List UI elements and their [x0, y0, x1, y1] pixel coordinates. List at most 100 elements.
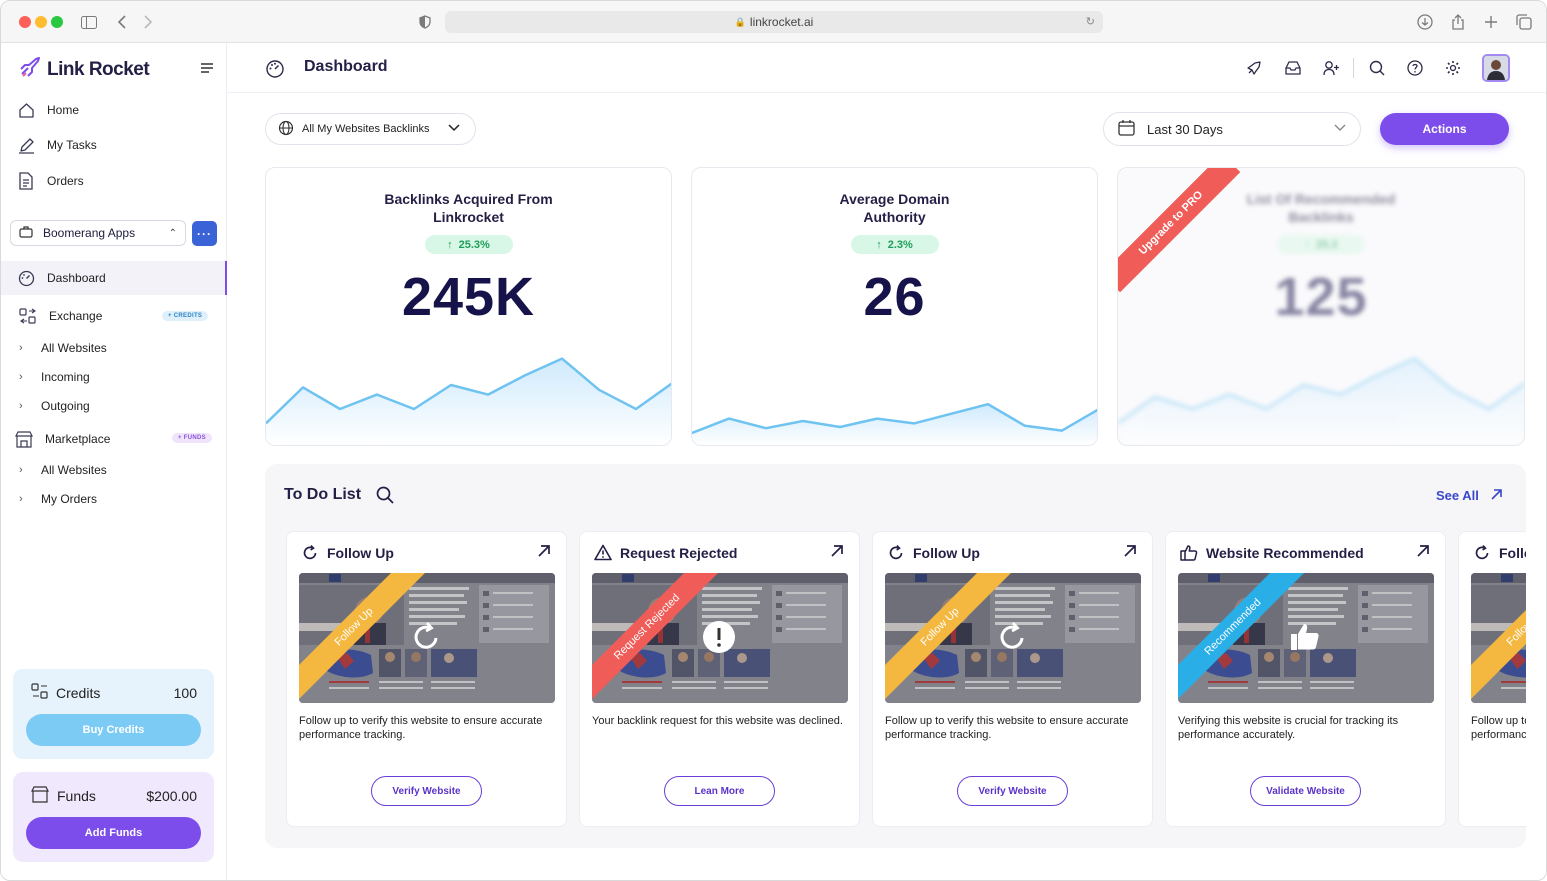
stat-title-line2: Authority	[863, 209, 926, 225]
todo-card[interactable]: Request Rejected	[579, 531, 860, 827]
trend-badge: ↑ 2.3%	[850, 235, 939, 254]
sparkline-area	[692, 404, 1097, 445]
maximize-window-button[interactable]	[51, 16, 63, 28]
refresh-icon	[301, 544, 319, 562]
brand-logo[interactable]: Link Rocket	[19, 57, 150, 83]
help-icon[interactable]	[1406, 59, 1424, 77]
chevron-right-icon: ›	[19, 493, 23, 505]
todo-card[interactable]: Follow Up	[1458, 531, 1526, 827]
new-tab-icon[interactable]	[1482, 13, 1500, 31]
address-bar[interactable]: 🔒 linkrocket.ai ↻	[445, 11, 1103, 33]
gauge-icon	[265, 59, 285, 79]
website-thumbnail[interactable]: Recommended	[1178, 573, 1434, 703]
date-range-picker[interactable]: Last 30 Days	[1103, 112, 1361, 146]
shield-icon[interactable]	[416, 13, 434, 31]
website-thumbnail[interactable]: Follow Up	[1471, 573, 1526, 703]
add-funds-button[interactable]: Add Funds	[26, 817, 201, 849]
gauge-icon	[17, 269, 35, 287]
chevron-down-icon	[1334, 123, 1346, 135]
credits-label: Credits	[56, 684, 101, 701]
sidebar-toggle-icon[interactable]	[80, 13, 98, 31]
workspace-select[interactable]: Boomerang Apps ⌃	[10, 220, 186, 246]
buy-credits-button[interactable]: Buy Credits	[26, 714, 201, 746]
search-icon[interactable]	[376, 486, 394, 504]
marketplace-all-websites[interactable]: › All Websites	[19, 463, 107, 477]
close-window-button[interactable]	[19, 16, 31, 28]
nav-exchange[interactable]: Exchange	[19, 307, 102, 325]
reload-icon[interactable]: ↻	[1085, 16, 1095, 28]
todo-card-title: Website Recommended	[1206, 544, 1364, 561]
refresh-icon	[887, 544, 905, 562]
external-arrow-icon[interactable]	[1417, 544, 1431, 558]
lock-icon: 🔒	[734, 16, 746, 27]
stat-card-domain-authority[interactable]: Average Domain Authority ↑ 2.3% 26	[691, 167, 1098, 446]
nav-orders[interactable]: Orders	[17, 172, 84, 190]
brand-name: Link Rocket	[47, 59, 150, 80]
todo-card-action-button[interactable]: Validate Website	[1250, 776, 1361, 806]
rocket-notification-icon[interactable]	[1245, 59, 1263, 77]
nav-my-tasks[interactable]: My Tasks	[17, 136, 97, 154]
globe-icon	[278, 120, 294, 139]
todo-card-action-button[interactable]: Verify Website	[371, 776, 482, 806]
todo-card-title: Follow Up	[327, 545, 394, 561]
rocket-logo-icon	[19, 57, 41, 83]
todo-card-header: Website Recommended	[1180, 544, 1364, 561]
exchange-incoming[interactable]: › Incoming	[19, 370, 90, 384]
stat-card-backlinks[interactable]: Backlinks Acquired From Linkrocket ↑ 25.3%…	[265, 167, 672, 446]
todo-card-header: Request Rejected	[594, 544, 737, 561]
nav-dashboard[interactable]: Dashboard	[1, 261, 227, 295]
arrow-up-icon: ↑	[1304, 238, 1311, 251]
download-icon[interactable]	[1416, 13, 1434, 31]
marketplace-my-orders-label: My Orders	[41, 492, 98, 506]
funds-value: $200.00	[146, 788, 197, 804]
funds-label: Funds	[57, 788, 96, 804]
document-list-icon	[17, 172, 35, 190]
website-thumbnail[interactable]: Request Rejected	[592, 573, 848, 703]
sparkline-area	[266, 358, 671, 445]
nav-home[interactable]: Home	[17, 101, 79, 119]
share-icon[interactable]	[1449, 13, 1467, 31]
marketplace-my-orders[interactable]: › My Orders	[19, 492, 97, 506]
stat-title-line2: Backlinks	[1288, 209, 1354, 225]
see-all-link[interactable]: See All	[1436, 488, 1502, 503]
exchange-outgoing[interactable]: › Outgoing	[19, 399, 90, 413]
nav-marketplace[interactable]: Marketplace	[15, 430, 110, 448]
external-arrow-icon[interactable]	[831, 544, 845, 558]
back-icon[interactable]	[113, 13, 131, 31]
todo-card-action-button[interactable]: Lean More	[664, 776, 775, 806]
settings-gear-icon[interactable]	[1444, 59, 1462, 77]
top-bar: Dashboard	[227, 43, 1546, 93]
todo-card[interactable]: Follow Up	[286, 531, 567, 827]
todo-card-description: Follow up to verify this website to ensu…	[1471, 715, 1526, 741]
add-user-icon[interactable]	[1322, 59, 1340, 77]
forward-icon[interactable]	[139, 13, 157, 31]
toolbar-divider	[1353, 58, 1354, 78]
search-icon[interactable]	[1368, 59, 1386, 77]
briefcase-icon	[19, 225, 33, 241]
tabs-overview-icon[interactable]	[1515, 13, 1533, 31]
todo-card[interactable]: Follow Up	[872, 531, 1153, 827]
stat-card-recommended-locked[interactable]: List Of Recommended Backlinks ↑ 25.3 125 U…	[1117, 167, 1525, 446]
date-range-label: Last 30 Days	[1147, 121, 1223, 137]
exchange-all-websites[interactable]: › All Websites	[19, 341, 107, 355]
website-filter-dropdown[interactable]: All My Websites Backlinks	[265, 113, 476, 145]
workspace-more-button[interactable]: ···	[192, 221, 217, 246]
warning-triangle-icon	[594, 544, 612, 561]
inbox-icon[interactable]	[1284, 59, 1302, 77]
menu-collapse-icon[interactable]	[200, 61, 214, 75]
minimize-window-button[interactable]	[35, 16, 47, 28]
avatar[interactable]	[1482, 54, 1510, 82]
page-title: Dashboard	[304, 58, 388, 75]
stat-value: 26	[863, 267, 926, 327]
external-arrow-icon[interactable]	[1124, 544, 1138, 558]
sparkline-chart	[1118, 357, 1524, 445]
todo-card-action-button[interactable]: Verify Website	[957, 776, 1068, 806]
todo-card[interactable]: Website Recommended	[1165, 531, 1446, 827]
website-thumbnail[interactable]: Follow Up	[885, 573, 1141, 703]
external-arrow-icon[interactable]	[538, 544, 552, 558]
website-thumbnail[interactable]: Follow Up	[299, 573, 555, 703]
sidebar: Link Rocket Home My Tasks Orders Boomera…	[1, 43, 227, 880]
chevron-down-icon	[448, 123, 460, 135]
arrow-up-icon: ↑	[876, 238, 882, 251]
actions-button[interactable]: Actions	[1380, 113, 1509, 145]
